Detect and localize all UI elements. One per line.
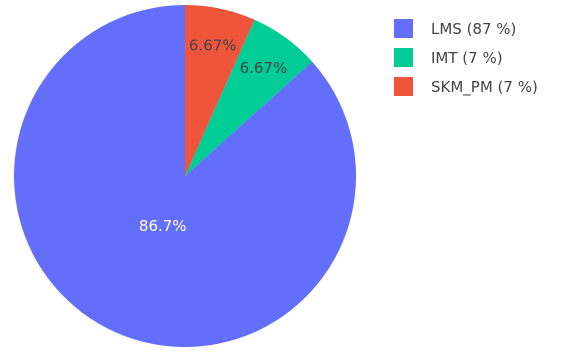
legend-swatch-skm-pm xyxy=(394,77,413,96)
legend: LMS (87 %) IMT (7 %) SKM_PM (7 %) xyxy=(394,14,538,101)
legend-swatch-lms xyxy=(394,19,413,38)
legend-label-lms: LMS (87 %) xyxy=(431,19,517,38)
slice-label-lms: 86.7% xyxy=(139,217,187,235)
legend-label-imt: IMT (7 %) xyxy=(431,48,503,67)
pie-slices xyxy=(14,5,357,347)
legend-item-skm-pm[interactable]: SKM_PM (7 %) xyxy=(394,72,538,101)
legend-item-lms[interactable]: LMS (87 %) xyxy=(394,14,538,43)
pie-slice-skm-pm[interactable] xyxy=(185,5,255,176)
slice-label-skm-pm: 6.67% xyxy=(189,37,237,55)
legend-item-imt[interactable]: IMT (7 %) xyxy=(394,43,538,72)
legend-label-skm-pm: SKM_PM (7 %) xyxy=(431,77,538,96)
pie-slice-imt[interactable] xyxy=(185,19,313,176)
legend-swatch-imt xyxy=(394,48,413,67)
pie-slice-lms[interactable] xyxy=(14,5,357,347)
slice-label-imt: 6.67% xyxy=(240,59,288,77)
pie-slice-labels: 86.7% 6.67%6.67% xyxy=(139,37,287,235)
